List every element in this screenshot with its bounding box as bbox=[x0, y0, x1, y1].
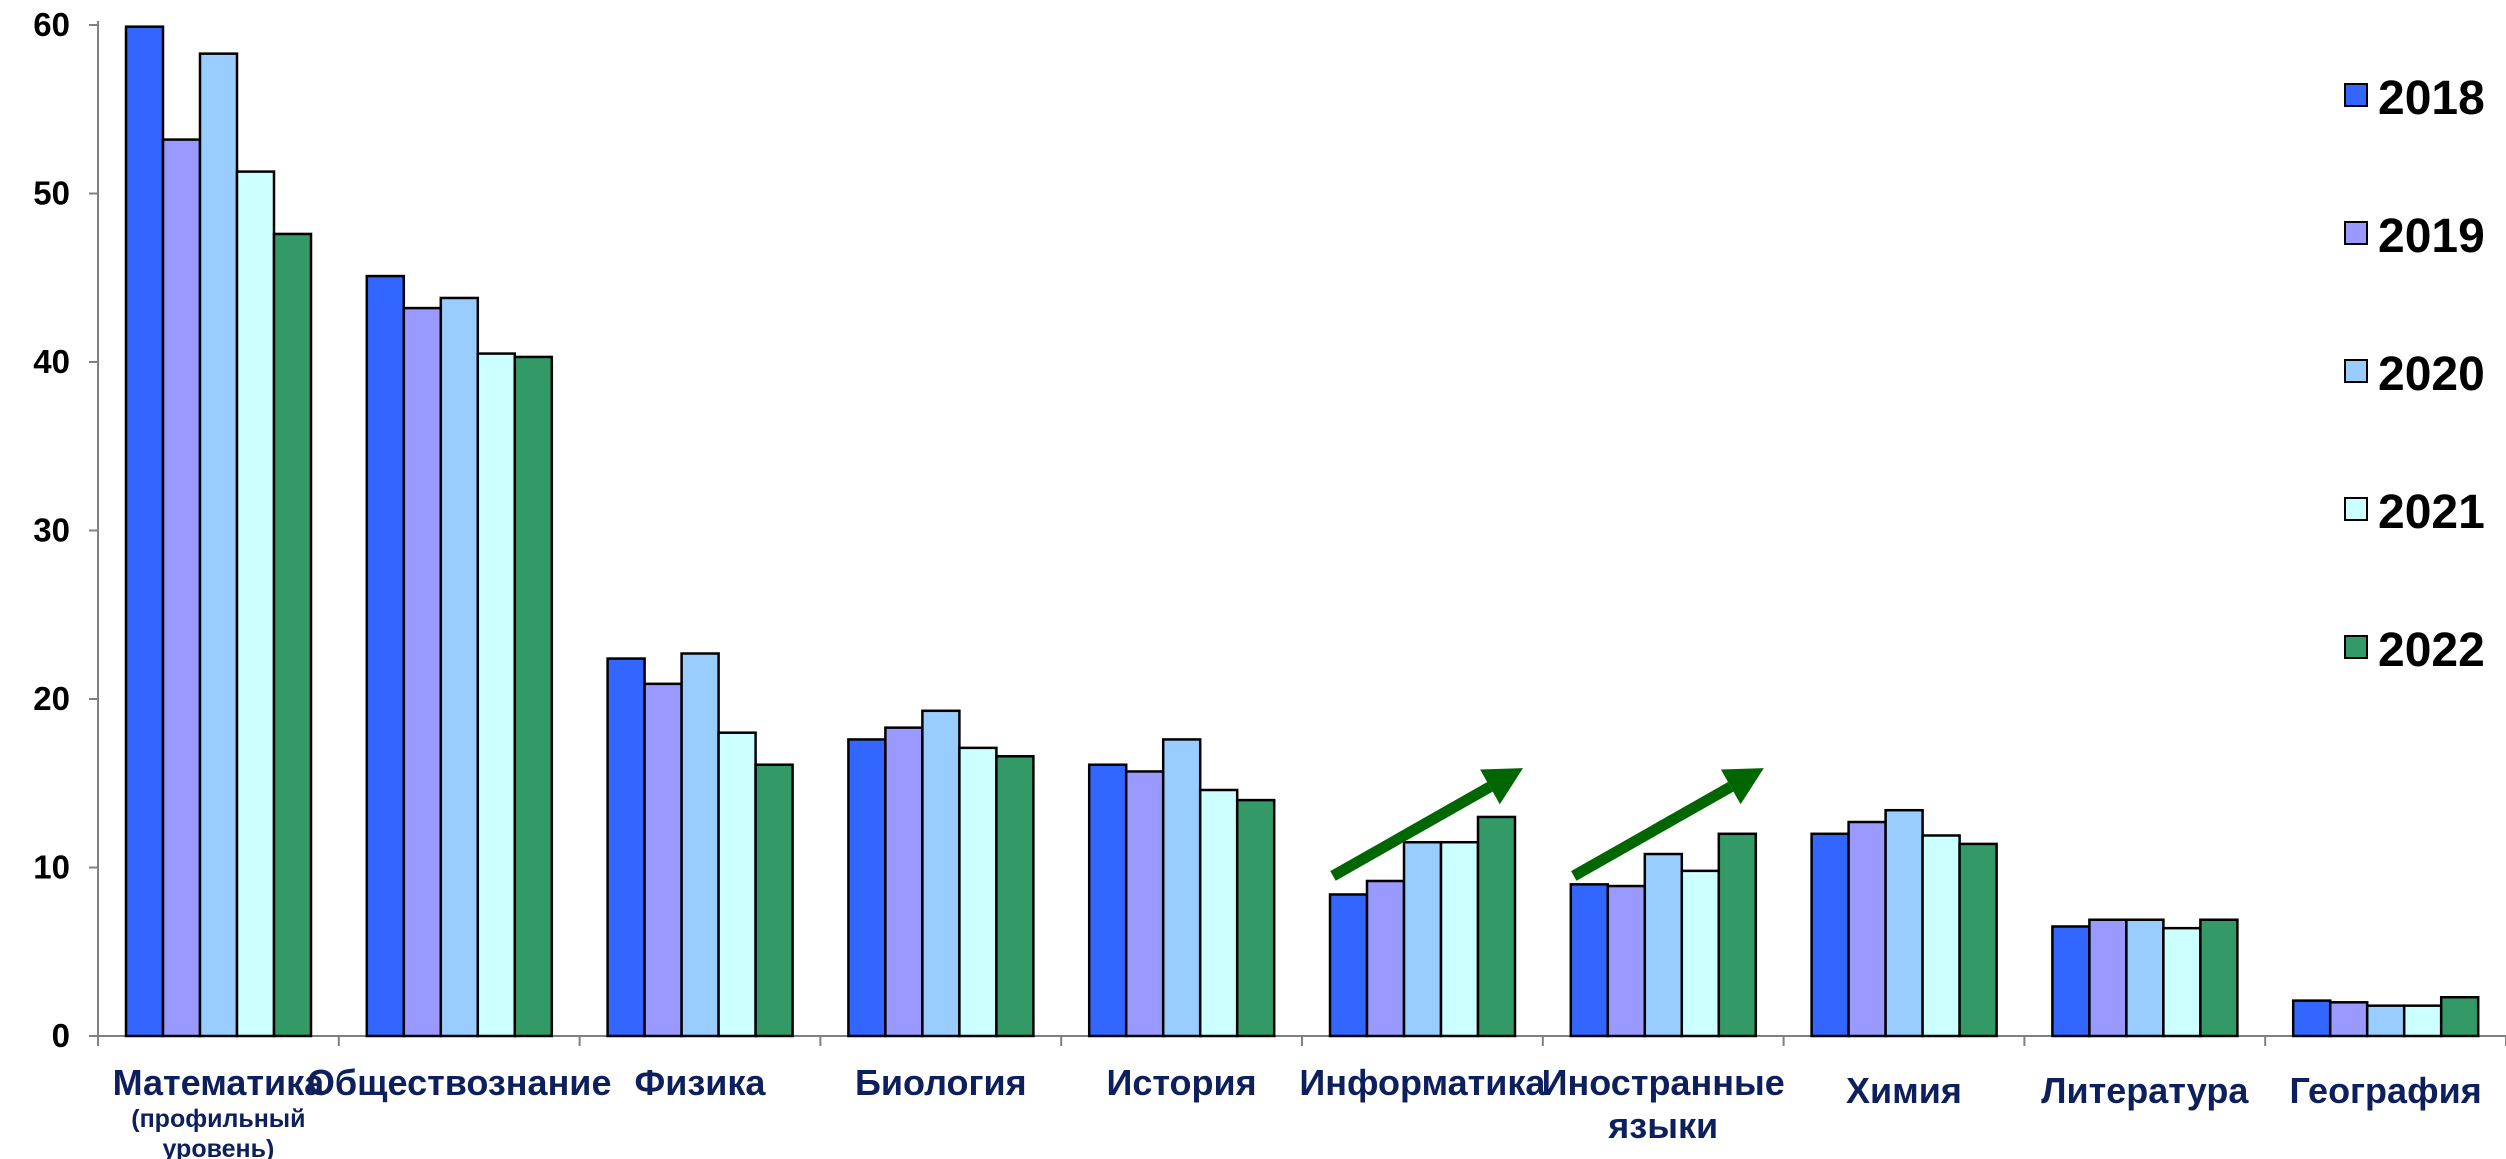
bar-2020 bbox=[2365, 1004, 2406, 1038]
bar-2019 bbox=[2328, 1001, 2369, 1038]
bar-2020 bbox=[198, 52, 239, 1038]
bar-2018 bbox=[1569, 883, 1610, 1038]
bar-2019 bbox=[2088, 918, 2128, 1038]
category-label: История bbox=[1107, 1062, 1257, 1103]
legend-label: 2021 bbox=[2378, 486, 2485, 539]
bar-2020 bbox=[1161, 738, 1202, 1038]
bar-2021 bbox=[717, 731, 757, 1038]
bar-2018 bbox=[847, 738, 887, 1038]
bar-2020 bbox=[1643, 852, 1684, 1038]
legend-swatch-2021 bbox=[2344, 497, 2368, 521]
bar-2020 bbox=[2125, 918, 2165, 1038]
category-label: уровень) bbox=[162, 1135, 274, 1159]
bar-2021 bbox=[958, 746, 998, 1038]
y-tick-label: 40 bbox=[33, 343, 70, 380]
bar-2022 bbox=[513, 355, 554, 1038]
bar-2018 bbox=[124, 25, 165, 1038]
bar-2020 bbox=[680, 652, 720, 1038]
bar-2022 bbox=[1235, 798, 1276, 1038]
bar-2021 bbox=[235, 170, 276, 1038]
bar-2018 bbox=[365, 274, 406, 1038]
bar-2020 bbox=[1402, 840, 1443, 1038]
legend-label: 2020 bbox=[2378, 348, 2485, 401]
bar-2021 bbox=[1198, 788, 1239, 1038]
bar-2021 bbox=[476, 352, 517, 1038]
bar-2019 bbox=[1847, 820, 1887, 1038]
bar-2019 bbox=[161, 138, 202, 1038]
arrow-foreign-languages-head bbox=[1720, 768, 1764, 805]
bar-2020 bbox=[921, 709, 961, 1038]
legend-swatch-2020 bbox=[2344, 359, 2368, 383]
bar-2022 bbox=[754, 763, 794, 1038]
bar-2020 bbox=[1884, 808, 1924, 1038]
arrow-foreign-languages-shaft bbox=[1571, 782, 1734, 881]
bar-2021 bbox=[2162, 926, 2202, 1038]
bar-2021 bbox=[1680, 869, 1721, 1038]
legend-swatch-2022 bbox=[2344, 635, 2368, 659]
bar-2018 bbox=[1328, 893, 1369, 1038]
y-tick-label: 30 bbox=[33, 512, 70, 549]
bar-2018 bbox=[1087, 763, 1128, 1038]
category-label: Иностранные bbox=[1542, 1062, 1785, 1103]
bar-2022 bbox=[2439, 995, 2480, 1038]
bar-2019 bbox=[643, 682, 683, 1038]
bar-2018 bbox=[2291, 999, 2332, 1038]
arrow-informatika-head bbox=[1480, 768, 1523, 805]
bar-2022 bbox=[272, 232, 313, 1038]
y-tick-label: 50 bbox=[33, 175, 70, 212]
bar-2018 bbox=[606, 657, 646, 1038]
bar-2022 bbox=[1717, 832, 1758, 1038]
category-label: Информатика bbox=[1299, 1062, 1546, 1103]
category-label: Биология bbox=[855, 1062, 1027, 1103]
legend-swatch-2018 bbox=[2344, 83, 2368, 107]
bar-2022 bbox=[1476, 815, 1517, 1038]
bar-2021 bbox=[2402, 1004, 2443, 1038]
category-label: География bbox=[2289, 1070, 2481, 1111]
category-label: языки bbox=[1607, 1105, 1718, 1146]
category-label: Химия bbox=[1846, 1070, 1962, 1111]
bar-2019 bbox=[1124, 770, 1165, 1038]
legend-label: 2019 bbox=[2378, 210, 2485, 263]
legend-label: 2022 bbox=[2378, 624, 2485, 677]
bar-2022 bbox=[995, 755, 1035, 1038]
category-label: Обществознание bbox=[307, 1062, 612, 1103]
bar-2018 bbox=[1810, 832, 1850, 1038]
legend-swatch-2019 bbox=[2344, 221, 2368, 245]
y-tick-label: 20 bbox=[33, 680, 70, 717]
category-label: Литература bbox=[2041, 1070, 2249, 1111]
bar-2019 bbox=[402, 306, 443, 1038]
category-label: Математика bbox=[113, 1062, 326, 1103]
chart-bars bbox=[124, 25, 2480, 1038]
y-tick-label: 0 bbox=[52, 1017, 70, 1054]
trend-arrows bbox=[1330, 768, 1764, 881]
legend: 2018 2019 2020 2021 2022 bbox=[2344, 72, 2485, 677]
arrow-informatika-shaft bbox=[1330, 782, 1493, 881]
bar-2019 bbox=[1365, 879, 1406, 1038]
bar-2019 bbox=[884, 726, 924, 1038]
legend-label: 2018 bbox=[2378, 72, 2485, 125]
y-tick-label: 60 bbox=[33, 6, 70, 43]
category-label: Физика bbox=[635, 1062, 767, 1103]
bar-2021 bbox=[1921, 834, 1961, 1038]
bar-2020 bbox=[439, 296, 480, 1038]
bar-2018 bbox=[2051, 925, 2091, 1038]
bar-2021 bbox=[1439, 840, 1480, 1038]
bar-2022 bbox=[2199, 918, 2239, 1038]
bar-2019 bbox=[1606, 884, 1647, 1038]
category-label: (профильный bbox=[131, 1105, 305, 1133]
y-tick-label: 10 bbox=[33, 849, 70, 886]
bar-2022 bbox=[1958, 842, 1998, 1038]
